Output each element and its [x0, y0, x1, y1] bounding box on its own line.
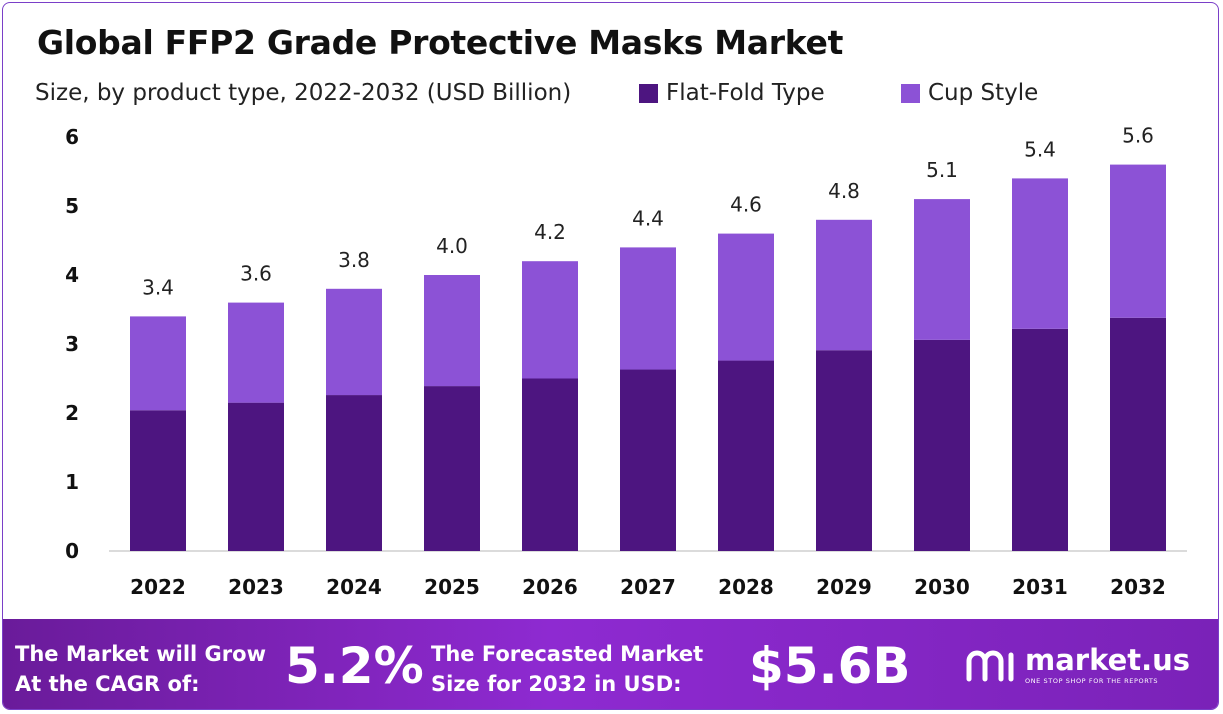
x-tick-label: 2032 [1110, 575, 1166, 599]
bar-flat-fold [816, 350, 872, 551]
bar-cup-style [228, 302, 284, 403]
data-label-total: 5.1 [926, 158, 958, 182]
x-tick-label: 2028 [718, 575, 774, 599]
bar-cup-style [620, 247, 676, 370]
bar-flat-fold [1012, 328, 1068, 551]
bar-flat-fold [326, 395, 382, 551]
y-tick-label: 6 [65, 125, 79, 149]
forecast-label: The Forecasted Market Size for 2032 in U… [431, 639, 703, 699]
cagr-label-line1: The Market will Grow [15, 642, 266, 666]
legend-label-cup-style: Cup Style [928, 80, 1039, 106]
x-tick-label: 2031 [1012, 575, 1068, 599]
x-tick-label: 2025 [424, 575, 480, 599]
bar-flat-fold [620, 369, 676, 551]
chart-title: Global FFP2 Grade Protective Masks Marke… [37, 23, 844, 62]
market-us-logo: market.us ONE STOP SHOP FOR THE REPORTS [965, 645, 1190, 685]
data-label-total: 4.0 [436, 234, 468, 258]
bar-flat-fold [522, 378, 578, 551]
cagr-label: The Market will Grow At the CAGR of: [15, 639, 266, 699]
data-label-total: 4.4 [632, 206, 664, 230]
x-tick-label: 2024 [326, 575, 382, 599]
x-tick-label: 2026 [522, 575, 578, 599]
x-tick-label: 2029 [816, 575, 872, 599]
chart-subtitle: Size, by product type, 2022-2032 (USD Bi… [35, 80, 572, 106]
bar-cup-style [914, 199, 970, 340]
market-us-logo-icon [966, 650, 1014, 682]
summary-banner: The Market will Grow At the CAGR of: 5.2… [3, 619, 1218, 709]
data-label-total: 4.6 [730, 193, 762, 217]
bar-cup-style [326, 288, 382, 396]
x-tick-label: 2027 [620, 575, 676, 599]
bar-cup-style [522, 261, 578, 379]
legend-swatch-cup-style [901, 83, 920, 103]
bar-cup-style [718, 233, 774, 361]
data-label-total: 3.4 [142, 275, 174, 299]
bar-flat-fold [130, 410, 186, 551]
bar-cup-style [1012, 178, 1068, 329]
bar-flat-fold [914, 339, 970, 551]
legend-item-cup-style: Cup Style [901, 80, 1038, 106]
legend-item-flat-fold: Flat-Fold Type [639, 80, 825, 106]
bar-flat-fold [718, 360, 774, 551]
bar-flat-fold [1110, 317, 1166, 551]
data-label-total: 3.6 [240, 262, 272, 286]
data-label-total: 5.4 [1024, 137, 1056, 161]
forecast-label-line1: The Forecasted Market [431, 642, 704, 666]
y-tick-label: 3 [65, 332, 79, 356]
x-tick-label: 2022 [130, 575, 186, 599]
logo-name: market.us [1025, 643, 1191, 677]
data-label-total: 4.8 [828, 179, 860, 203]
data-label-total: 4.2 [534, 220, 566, 244]
bar-cup-style [424, 275, 480, 387]
bar-flat-fold [228, 402, 284, 551]
logo-tagline: ONE STOP SHOP FOR THE REPORTS [1025, 677, 1159, 685]
y-tick-label: 1 [65, 470, 79, 494]
data-label-total: 5.6 [1122, 124, 1154, 148]
y-tick-label: 5 [65, 194, 79, 218]
y-tick-label: 4 [65, 263, 79, 287]
y-tick-label: 2 [65, 401, 79, 425]
bar-cup-style [130, 316, 186, 411]
x-tick-label: 2030 [914, 575, 970, 599]
bar-flat-fold [424, 386, 480, 551]
legend-swatch-flat-fold [639, 83, 658, 103]
bar-chart: 0 1 2 3 4 5 6 3.4 2022 3.6 2023 3.8 2024 4.0 2025 4.2 20… [65, 124, 1187, 599]
bar-cup-style [816, 219, 872, 351]
forecast-label-line2: Size for 2032 in USD: [431, 672, 682, 696]
legend-label-flat-fold: Flat-Fold Type [666, 80, 825, 106]
cagr-value: 5.2% [285, 637, 424, 695]
forecast-value: $5.6B [749, 637, 911, 695]
y-tick-label: 0 [65, 539, 79, 563]
x-tick-label: 2023 [228, 575, 284, 599]
data-label-total: 3.8 [338, 248, 370, 272]
bar-cup-style [1110, 164, 1166, 318]
cagr-label-line2: At the CAGR of: [15, 672, 200, 696]
